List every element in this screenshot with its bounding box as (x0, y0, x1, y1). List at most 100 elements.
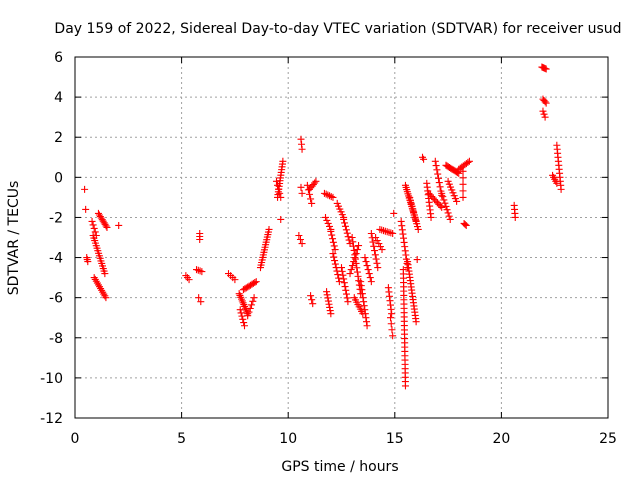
data-point (369, 238, 377, 246)
data-point (414, 225, 422, 233)
x-tick-label: 20 (492, 431, 510, 447)
data-point (341, 222, 349, 230)
data-point (375, 240, 383, 248)
data-point (370, 242, 378, 250)
data-point (307, 292, 315, 300)
data-point (331, 260, 339, 268)
data-point (252, 278, 260, 286)
data-point (346, 270, 354, 278)
data-point (342, 290, 350, 298)
data-point (240, 322, 248, 330)
data-point (462, 221, 470, 229)
data-point (354, 272, 362, 280)
data-point (406, 193, 414, 201)
data-point (361, 310, 369, 318)
data-point (101, 270, 109, 278)
y-tick-label: 2 (54, 130, 63, 146)
data-point (403, 259, 411, 267)
data-point (427, 213, 435, 221)
data-point (383, 228, 391, 236)
y-axis-label: SDTVAR / TECUs (6, 181, 22, 296)
data-point (309, 300, 317, 308)
data-point (91, 228, 99, 236)
data-point (196, 267, 204, 275)
data-point (363, 262, 371, 270)
data-point (397, 217, 405, 225)
data-point (344, 233, 352, 241)
data-point (434, 170, 442, 178)
data-point (366, 274, 374, 282)
data-point (453, 197, 461, 205)
data-point (431, 157, 439, 165)
data-point (329, 193, 337, 201)
data-point (438, 189, 446, 197)
y-tick-label: -10 (40, 371, 63, 387)
data-point (399, 230, 407, 238)
data-point (330, 253, 338, 261)
x-tick-label: 5 (177, 431, 186, 447)
data-point (265, 225, 273, 233)
data-point (433, 166, 441, 174)
data-points (81, 63, 565, 390)
data-point (378, 226, 386, 234)
data-point (362, 258, 370, 266)
x-tick-label: 25 (599, 431, 617, 447)
data-point (279, 157, 287, 165)
data-point (409, 205, 417, 213)
data-point (322, 213, 330, 221)
x-axis-label: GPS time / hours (281, 459, 398, 475)
data-point (239, 315, 247, 323)
data-point (274, 181, 282, 189)
data-point (324, 294, 332, 302)
x-tick-label: 15 (386, 431, 404, 447)
data-point (539, 107, 547, 115)
data-point (435, 174, 443, 182)
data-point (348, 234, 356, 241)
data-point (365, 270, 373, 278)
data-point (342, 286, 350, 294)
data-point (360, 298, 368, 306)
x-tick-label: 10 (279, 431, 297, 447)
data-point (335, 274, 343, 282)
data-point (102, 222, 110, 230)
data-point (196, 236, 204, 244)
data-point (82, 205, 90, 213)
data-point (197, 298, 205, 306)
data-point (312, 177, 320, 185)
data-point (389, 332, 397, 340)
data-point (385, 228, 393, 236)
data-point (244, 312, 252, 320)
data-point (408, 202, 416, 210)
data-point (432, 162, 440, 170)
data-point (338, 264, 345, 272)
data-point (348, 262, 356, 270)
data-point (326, 222, 334, 230)
data-point (325, 300, 333, 308)
data-point (249, 297, 257, 305)
data-point (102, 294, 110, 302)
data-point (339, 271, 347, 279)
data-point (298, 145, 306, 153)
data-point (465, 157, 473, 165)
data-point (362, 314, 370, 322)
data-point (371, 247, 379, 255)
data-point (459, 174, 467, 182)
data-point (541, 113, 549, 121)
data-point (311, 179, 319, 187)
data-point (459, 180, 467, 188)
data-point (436, 183, 444, 191)
data-point (371, 251, 379, 259)
data-point (454, 169, 462, 177)
data-point (340, 279, 348, 287)
data-point (357, 278, 365, 286)
data-point (374, 264, 382, 272)
data-point (324, 297, 332, 305)
data-point (358, 290, 366, 298)
data-point (231, 276, 239, 284)
data-point (237, 309, 245, 317)
data-point (388, 326, 396, 334)
data-point (355, 242, 363, 250)
data-point (323, 288, 331, 296)
data-point (410, 208, 418, 216)
data-point (353, 246, 361, 254)
